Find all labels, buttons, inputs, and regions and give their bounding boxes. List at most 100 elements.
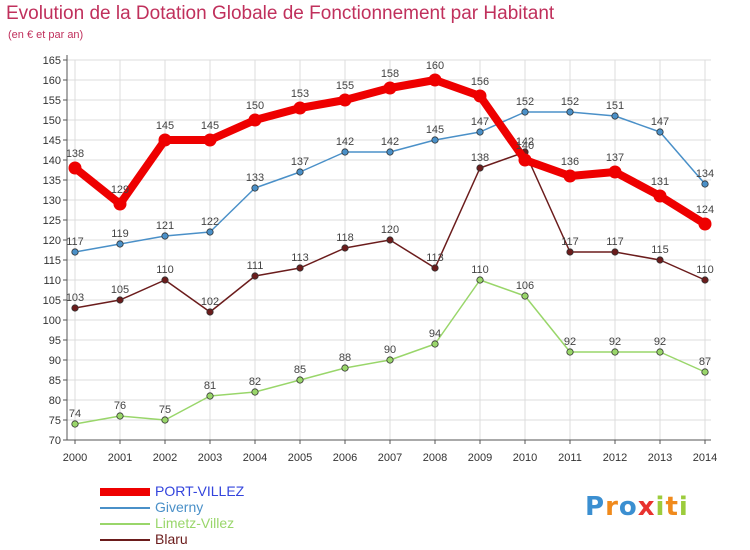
data-point: [431, 264, 439, 272]
data-label: 155: [336, 80, 354, 92]
data-label: 90: [384, 344, 396, 356]
data-point: [71, 304, 79, 312]
data-label: 156: [471, 76, 489, 88]
data-point: [611, 112, 619, 120]
proxiti-logo: Proxiti: [585, 492, 689, 522]
data-point: [251, 272, 259, 280]
data-point: [566, 248, 574, 256]
data-label: 136: [561, 156, 579, 168]
data-label: 82: [249, 376, 261, 388]
data-point: [563, 169, 577, 183]
data-point: [656, 256, 664, 264]
y-tick-label: 135: [43, 175, 61, 187]
data-point: [251, 388, 259, 396]
data-label: 121: [156, 220, 174, 232]
data-label: 102: [201, 296, 219, 308]
data-label: 142: [336, 136, 354, 148]
data-point: [476, 128, 484, 136]
x-tick-label: 2005: [288, 452, 312, 464]
data-point: [698, 217, 712, 231]
x-tick-label: 2008: [423, 452, 447, 464]
data-label: 119: [111, 228, 129, 240]
data-label: 85: [294, 364, 306, 376]
data-label: 92: [564, 336, 576, 348]
data-point: [701, 276, 709, 284]
data-label: 105: [111, 284, 129, 296]
data-point: [476, 164, 484, 172]
data-label: 94: [429, 328, 441, 340]
data-point: [521, 292, 529, 300]
data-label: 120: [381, 224, 399, 236]
x-tick-label: 2002: [153, 452, 177, 464]
data-point: [431, 136, 439, 144]
data-label: 76: [114, 400, 126, 412]
legend-label-port-villez: PORT-VILLEZ: [155, 483, 245, 499]
y-tick-label: 130: [43, 195, 61, 207]
data-label: 92: [654, 336, 666, 348]
data-label: 129: [111, 184, 129, 196]
legend-label-giverny: Giverny: [155, 499, 204, 515]
data-label: 103: [66, 292, 84, 304]
data-label: 137: [291, 156, 309, 168]
data-label: 122: [201, 216, 219, 228]
y-tick-label: 165: [43, 55, 61, 67]
x-tick-label: 2001: [108, 452, 132, 464]
data-label: 117: [561, 236, 579, 248]
data-label: 145: [156, 120, 174, 132]
data-label: 158: [381, 68, 399, 80]
data-label: 115: [651, 244, 669, 256]
data-point: [71, 248, 79, 256]
data-point: [341, 148, 349, 156]
data-label: 145: [426, 124, 444, 136]
data-label: 118: [336, 232, 354, 244]
data-label: 151: [606, 100, 624, 112]
data-label: 111: [247, 260, 264, 272]
data-point: [518, 153, 532, 167]
data-label: 81: [204, 380, 216, 392]
data-label: 145: [201, 120, 219, 132]
data-label: 88: [339, 352, 351, 364]
data-point: [611, 248, 619, 256]
data-label: 138: [471, 152, 489, 164]
data-point: [158, 133, 172, 147]
data-point: [296, 168, 304, 176]
data-point: [701, 368, 709, 376]
y-tick-label: 90: [49, 355, 61, 367]
data-point: [428, 73, 442, 87]
data-point: [701, 180, 709, 188]
data-point: [386, 236, 394, 244]
x-tick-label: 2009: [468, 452, 492, 464]
data-point: [251, 184, 259, 192]
y-tick-label: 150: [43, 115, 61, 127]
data-point: [206, 308, 214, 316]
data-point: [386, 148, 394, 156]
y-tick-label: 140: [43, 155, 61, 167]
data-label: 110: [471, 264, 489, 276]
data-label: 131: [651, 176, 669, 188]
data-point: [566, 348, 574, 356]
data-point: [161, 276, 169, 284]
y-tick-label: 80: [49, 395, 61, 407]
data-label: 117: [606, 236, 624, 248]
x-tick-label: 2013: [648, 452, 672, 464]
data-point: [116, 296, 124, 304]
data-label: 74: [69, 408, 81, 420]
y-tick-label: 85: [49, 375, 61, 387]
data-label: 113: [291, 252, 309, 264]
y-tick-label: 145: [43, 135, 61, 147]
data-label: 133: [246, 172, 264, 184]
legend-label-blaru: Blaru: [155, 531, 188, 547]
data-label: 160: [426, 60, 444, 72]
chart-title: Evolution de la Dotation Globale de Fonc…: [6, 3, 555, 24]
data-label: 110: [696, 264, 714, 276]
data-point: [431, 340, 439, 348]
logo-letter: i: [678, 492, 689, 522]
data-point: [338, 93, 352, 107]
x-tick-label: 2014: [693, 452, 717, 464]
data-label: 110: [156, 264, 174, 276]
data-label: 124: [696, 204, 714, 216]
data-label: 113: [426, 252, 444, 264]
data-point: [116, 240, 124, 248]
data-point: [68, 161, 82, 175]
data-label: 150: [246, 100, 264, 112]
